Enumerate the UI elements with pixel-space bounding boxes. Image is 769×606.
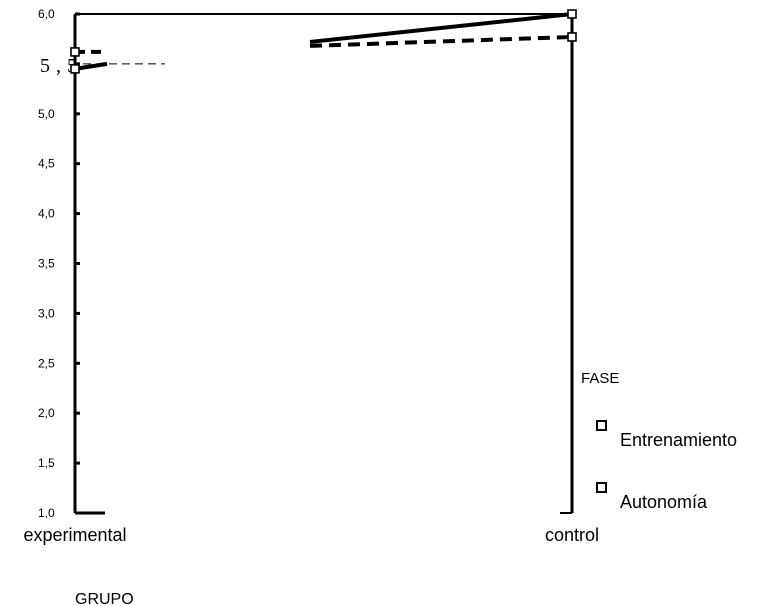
legend-item-label: Entrenamiento — [620, 430, 737, 450]
series-line-entrenamiento — [309, 12, 573, 44]
legend-marker — [596, 482, 607, 493]
category-labels: experimental control — [23, 525, 599, 545]
x-tick-label: control — [545, 525, 599, 545]
y-tick-label: 3,5 — [38, 257, 55, 271]
y-tick-label: 4,5 — [38, 157, 55, 171]
y-tick-label: 1,0 — [38, 506, 55, 520]
y-tick-label: 3,0 — [38, 306, 55, 320]
y-tick-label: 5,5 — [40, 55, 83, 77]
y-tick-label: 5,0 — [38, 107, 55, 121]
y-tick-label: 1,5 — [38, 456, 55, 470]
y-tick-label: 6,0 — [38, 7, 55, 21]
axes — [73, 13, 574, 515]
point-marker — [70, 64, 80, 74]
series-lines — [74, 12, 573, 71]
y-ticks: 1,0 1,5 2,0 2,5 3,0 3,5 4,0 4,5 5,0 5,5 6,0 — [38, 7, 165, 520]
legend: Entrenamiento Autonomía — [596, 420, 737, 512]
point-markers — [70, 9, 577, 74]
point-marker — [567, 32, 577, 42]
series-line-autonomia — [309, 34, 573, 48]
x-tick-label: experimental — [23, 525, 126, 545]
x-axis-title: GRUPO — [75, 591, 134, 606]
point-marker — [70, 47, 80, 57]
y-tick-label: 2,0 — [38, 406, 55, 420]
y-tick-label: 4,0 — [38, 207, 55, 221]
point-marker — [567, 9, 577, 19]
legend-marker — [596, 420, 607, 431]
series-line-entrenamiento-start — [74, 61, 108, 71]
y-tick-label: 2,5 — [38, 356, 55, 370]
legend-item-label: Autonomía — [620, 492, 708, 512]
legend-title: FASE — [581, 370, 619, 387]
